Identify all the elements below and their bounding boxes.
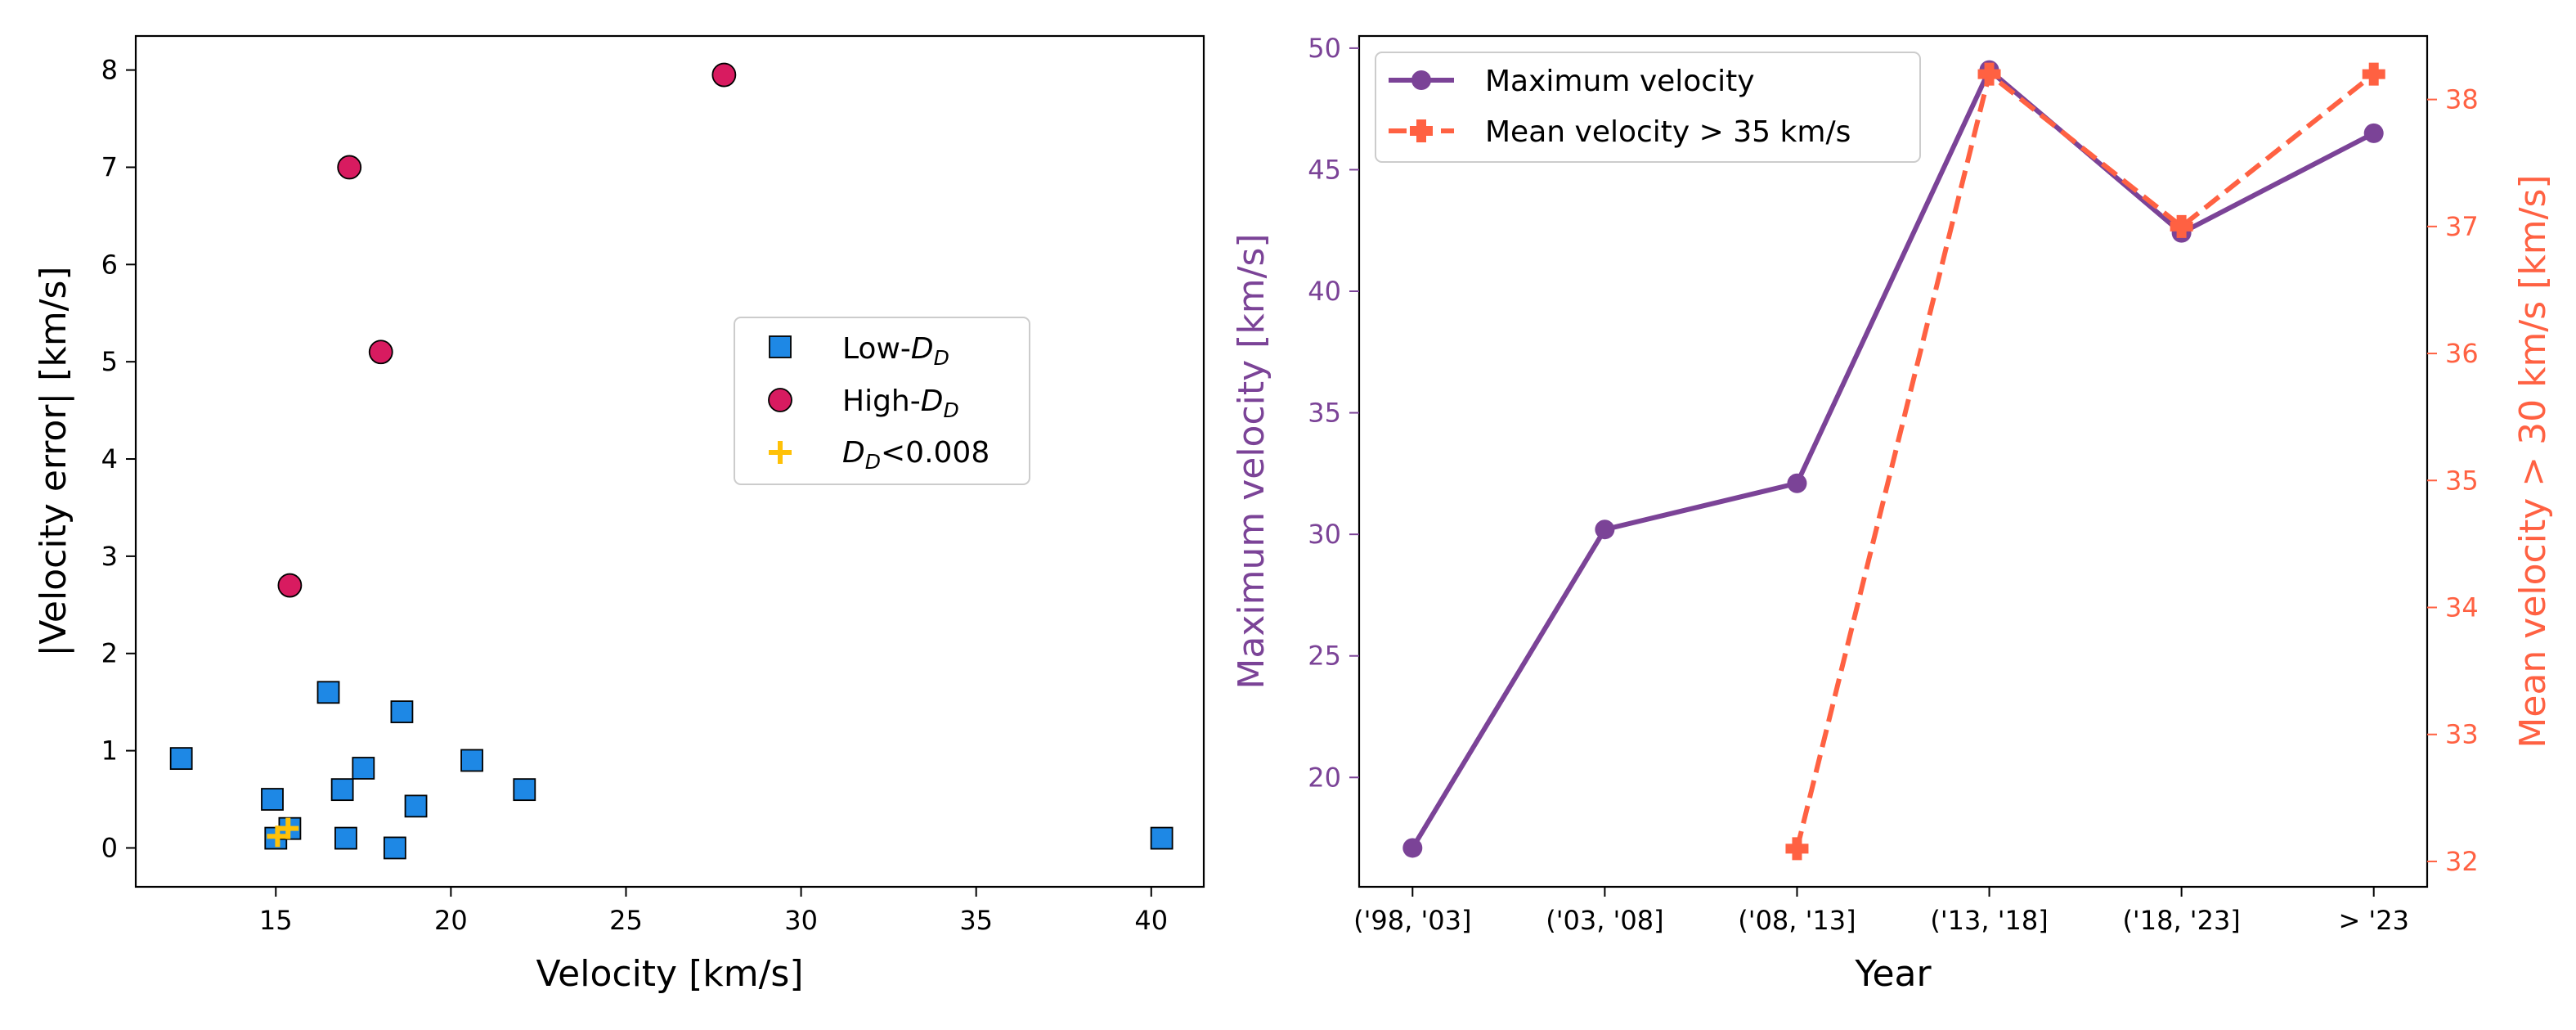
legend-mean-velocity-marker bbox=[1410, 119, 1433, 142]
line-left-y-tick-label: 35 bbox=[1308, 398, 1341, 429]
line-left-y-tick-label: 50 bbox=[1308, 33, 1341, 64]
line-x-tick-label: ('08, '13] bbox=[1738, 905, 1856, 936]
scatter-point-high bbox=[337, 155, 362, 180]
scatter-point-threshold bbox=[277, 817, 299, 839]
scatter-y-tick-label: 3 bbox=[101, 541, 118, 572]
scatter-point-high bbox=[711, 62, 737, 88]
line-x-ticks: ('98, '03] ('03, '08] ('08, '13] ('13, '18]… bbox=[1353, 887, 2409, 936]
legend-plus-marker bbox=[769, 441, 792, 464]
line-x-tick-label: ('03, '08] bbox=[1546, 905, 1663, 936]
line-left-y-tick-label: 25 bbox=[1308, 641, 1341, 672]
legend-square-marker bbox=[769, 335, 792, 358]
line-left-y-tick-label: 20 bbox=[1308, 762, 1341, 793]
line-right-y-tick-label: 35 bbox=[2445, 465, 2479, 496]
scatter-legend-box bbox=[734, 317, 1030, 485]
line-x-tick-label: ('98, '03] bbox=[1353, 905, 1471, 936]
line-left-y-ticks: 20 25 30 35 40 45 50 bbox=[1308, 33, 1359, 793]
scatter-point-low bbox=[316, 681, 340, 704]
legend-label-low: Low-DD bbox=[842, 332, 949, 370]
scatter-x-tick-label: 35 bbox=[959, 905, 993, 936]
line-right-y-ticks: 32 33 34 35 36 37 38 bbox=[2427, 84, 2479, 877]
line-x-tick-label: ('18, '23] bbox=[2122, 905, 2240, 936]
scatter-legend: Low-DD High-DD DD<0.008 bbox=[734, 317, 1030, 485]
max-velocity-point bbox=[1595, 519, 1615, 540]
scatter-y-tick-label: 0 bbox=[101, 832, 118, 863]
legend-label-threshold: DD<0.008 bbox=[842, 436, 990, 474]
line-series bbox=[1402, 60, 2385, 861]
max-velocity-point bbox=[1787, 473, 1807, 493]
mean-velocity-point bbox=[2170, 214, 2193, 238]
scatter-x-tick-label: 25 bbox=[609, 905, 643, 936]
scatter-x-tick-label: 30 bbox=[784, 905, 818, 936]
legend-label-max-velocity: Maximum velocity bbox=[1485, 65, 1755, 98]
mean-velocity-line bbox=[1794, 71, 2376, 850]
max-velocity-point bbox=[1402, 838, 1423, 858]
line-right-y-tick-label: 37 bbox=[2445, 211, 2479, 242]
line-x-tick-label: ('13, '18] bbox=[1930, 905, 2048, 936]
mean-velocity-point bbox=[2362, 62, 2385, 86]
scatter-points bbox=[169, 62, 1174, 860]
max-velocity-point bbox=[2363, 123, 2384, 143]
line-legend-box bbox=[1375, 52, 1921, 163]
scatter-plot-frame bbox=[134, 34, 1205, 888]
scatter-y-axis-label: |Velocity error| [km/s] bbox=[33, 266, 74, 656]
legend-label-mean-velocity: Mean velocity > 35 km/s bbox=[1485, 115, 1851, 149]
scatter-point-low bbox=[1150, 826, 1174, 850]
line-right-y-tick-label: 34 bbox=[2445, 592, 2479, 623]
line-right-y-tick-label: 33 bbox=[2445, 719, 2479, 750]
scatter-point-high bbox=[277, 573, 303, 598]
line-left-y-tick-label: 45 bbox=[1308, 154, 1341, 185]
scatter-point-low bbox=[383, 836, 406, 860]
scatter-y-tick-label: 7 bbox=[101, 151, 118, 182]
mean-velocity-point bbox=[1977, 62, 2001, 86]
legend-max-velocity-marker bbox=[1411, 70, 1431, 90]
legend-label-high: High-DD bbox=[842, 385, 959, 422]
scatter-y-tick-label: 4 bbox=[101, 443, 118, 475]
scatter-y-tick-label: 6 bbox=[101, 249, 118, 280]
line-legend: Maximum velocity Mean velocity > 35 km/s bbox=[1375, 52, 1921, 163]
scatter-y-ticks: 0 1 2 3 4 5 6 7 8 bbox=[101, 55, 136, 863]
scatter-y-tick-label: 1 bbox=[101, 735, 118, 767]
scatter-point-low bbox=[261, 788, 284, 811]
scatter-y-tick-label: 2 bbox=[101, 638, 118, 669]
scatter-point-low bbox=[330, 778, 354, 802]
scatter-point-low bbox=[513, 778, 536, 802]
line-right-y-tick-label: 32 bbox=[2445, 846, 2479, 877]
line-right-y-tick-label: 38 bbox=[2445, 84, 2479, 115]
line-plot-frame bbox=[1358, 34, 2429, 888]
scatter-x-axis-label: Velocity [km/s] bbox=[536, 953, 803, 995]
line-right-y-tick-label: 36 bbox=[2445, 338, 2479, 369]
line-right-y-axis-label: Mean velocity > 30 km/s [km/s] bbox=[2512, 174, 2554, 748]
line-x-tick-label: > '23 bbox=[2338, 905, 2409, 936]
line-chart: ('98, '03] ('03, '08] ('08, '13] ('13, '18]… bbox=[1231, 33, 2554, 995]
scatter-point-low bbox=[169, 747, 193, 771]
scatter-x-tick-label: 20 bbox=[434, 905, 468, 936]
scatter-point-low bbox=[352, 757, 375, 780]
scatter-y-tick-label: 8 bbox=[101, 55, 118, 86]
scatter-y-tick-label: 5 bbox=[101, 346, 118, 377]
scatter-point-high bbox=[368, 340, 393, 365]
scatter-point-low bbox=[460, 749, 483, 772]
line-x-axis-label: Year bbox=[1854, 953, 1932, 995]
max-velocity-line bbox=[1410, 67, 2376, 850]
mean-velocity-point bbox=[1785, 837, 1809, 861]
scatter-x-ticks: 15 20 25 30 35 40 bbox=[259, 887, 1168, 936]
scatter-point-low bbox=[404, 794, 428, 818]
scatter-point-low bbox=[334, 826, 357, 850]
scatter-chart: 15 20 25 30 35 40 0 1 2 3 4 5 6 7 8 Velocity [km/s] |… bbox=[33, 34, 1205, 995]
line-left-y-tick-label: 40 bbox=[1308, 276, 1341, 307]
line-left-y-axis-label: Maximum velocity [km/s] bbox=[1231, 233, 1272, 689]
legend-circle-marker bbox=[768, 388, 792, 412]
line-left-y-tick-label: 30 bbox=[1308, 519, 1341, 550]
scatter-x-tick-label: 15 bbox=[259, 905, 293, 936]
scatter-x-tick-label: 40 bbox=[1134, 905, 1168, 936]
scatter-point-low bbox=[390, 700, 414, 723]
